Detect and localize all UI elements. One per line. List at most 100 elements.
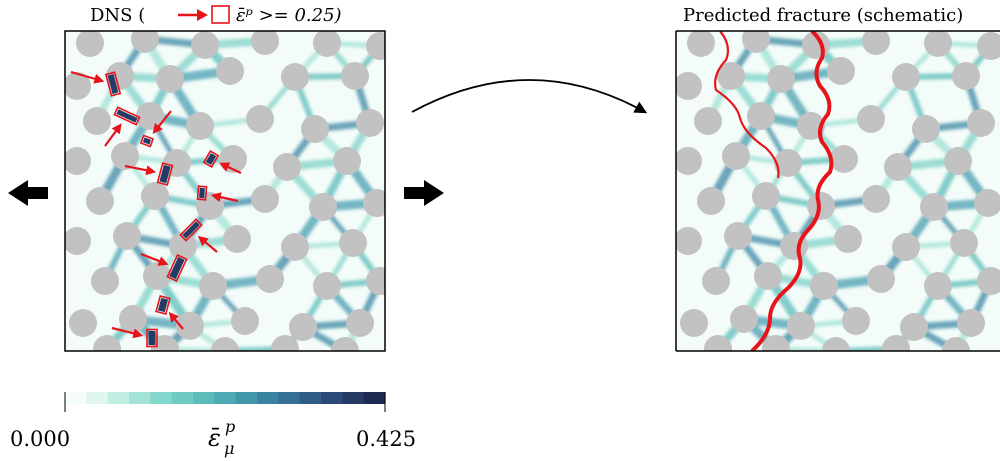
- particle: [251, 31, 279, 55]
- colorbar-segment: [65, 392, 87, 404]
- colorbar-segment: [257, 392, 279, 404]
- particle: [143, 262, 171, 290]
- particle: [313, 272, 341, 300]
- particle: [884, 153, 912, 181]
- particle: [111, 142, 139, 170]
- particle: [680, 309, 708, 337]
- load-arrow-right-icon: [404, 180, 444, 206]
- marker-arrow-head-icon: [210, 192, 222, 203]
- particle: [131, 31, 159, 53]
- colorbar-symbol: ε̄: [208, 424, 221, 452]
- particle: [787, 312, 815, 340]
- colorbar-segment: [86, 392, 109, 404]
- particle: [882, 335, 910, 351]
- particle: [65, 227, 91, 255]
- particle: [857, 105, 885, 133]
- particle: [920, 193, 948, 221]
- particle: [810, 272, 838, 300]
- particle: [211, 337, 239, 351]
- particle: [191, 31, 219, 59]
- particle: [346, 309, 374, 337]
- particle: [65, 72, 91, 100]
- colorbar-segment: [107, 392, 130, 404]
- particle: [892, 63, 920, 91]
- strain-hotspot: [159, 164, 171, 184]
- strain-hotspot: [199, 187, 205, 199]
- particle: [231, 307, 259, 335]
- fracture-path-branch: [714, 31, 780, 179]
- particle: [341, 62, 369, 90]
- particle: [676, 227, 702, 255]
- marker-arrow-head-icon: [152, 123, 163, 134]
- particle: [717, 62, 745, 90]
- particle: [86, 187, 114, 215]
- colorbar-segment: [278, 392, 301, 404]
- particle: [333, 147, 361, 175]
- particle: [842, 307, 870, 335]
- strain-hotspot: [107, 74, 119, 94]
- localization-box: [179, 218, 203, 242]
- marker-arrow-head-icon: [93, 73, 105, 84]
- particle: [366, 267, 385, 295]
- particle: [942, 337, 970, 351]
- particle: [924, 272, 952, 300]
- particle: [762, 335, 790, 351]
- localization-box: [196, 185, 208, 201]
- fracture-path-main: [750, 31, 834, 351]
- right-panel-title: Predicted fracture (schematic): [683, 5, 963, 26]
- particle: [704, 335, 732, 351]
- particle: [289, 313, 317, 341]
- particle: [687, 31, 715, 57]
- colorbar-segment: [214, 392, 237, 404]
- particle: [977, 267, 1000, 295]
- particle: [957, 309, 985, 337]
- localization-box: [166, 253, 188, 283]
- particle: [273, 153, 301, 181]
- marker-arrow-head-icon: [111, 123, 122, 135]
- particle: [119, 305, 147, 333]
- legend-box-icon: [211, 5, 230, 24]
- particle: [730, 305, 758, 333]
- particle: [676, 72, 702, 100]
- strain-hotspots: [107, 74, 217, 345]
- particle: [93, 335, 121, 351]
- particle: [83, 107, 111, 135]
- strain-hotspot: [205, 153, 217, 165]
- particle: [176, 312, 204, 340]
- particle: [924, 31, 952, 57]
- strain-hotspot: [182, 221, 200, 239]
- dns-panel: [64, 30, 386, 352]
- particle: [156, 65, 184, 93]
- localization-box: [156, 162, 174, 186]
- marker-arrow-head-icon: [197, 235, 209, 247]
- particle: [754, 262, 782, 290]
- marker-arrow-shaft: [70, 70, 99, 81]
- localization-box: [155, 294, 171, 316]
- marker-arrow-shaft: [124, 164, 151, 173]
- particle: [967, 109, 995, 137]
- left-panel-title-condition: ε̄ᵖ >= 0.25): [236, 5, 342, 26]
- particle: [702, 267, 730, 295]
- particle: [944, 147, 972, 175]
- particle: [862, 185, 890, 213]
- colorbar-segment: [321, 392, 343, 404]
- particle: [281, 233, 309, 261]
- left-panel-title: DNS (: [90, 5, 145, 26]
- colorbar-segment: [299, 392, 322, 404]
- colorbar-max-label: 0.425: [356, 427, 416, 451]
- particle: [697, 187, 725, 215]
- particles: [65, 31, 385, 351]
- particle: [366, 32, 385, 60]
- particle: [301, 115, 329, 143]
- particle: [186, 112, 214, 140]
- particle: [724, 222, 752, 250]
- particle: [356, 109, 384, 137]
- load-arrow-left-icon: [8, 180, 48, 206]
- fracture-paths: [714, 31, 834, 351]
- particle: [151, 335, 179, 351]
- localization-box: [146, 328, 158, 348]
- colorbar-segment: [235, 392, 258, 404]
- localization-box: [202, 150, 220, 168]
- localization-box: [104, 71, 122, 97]
